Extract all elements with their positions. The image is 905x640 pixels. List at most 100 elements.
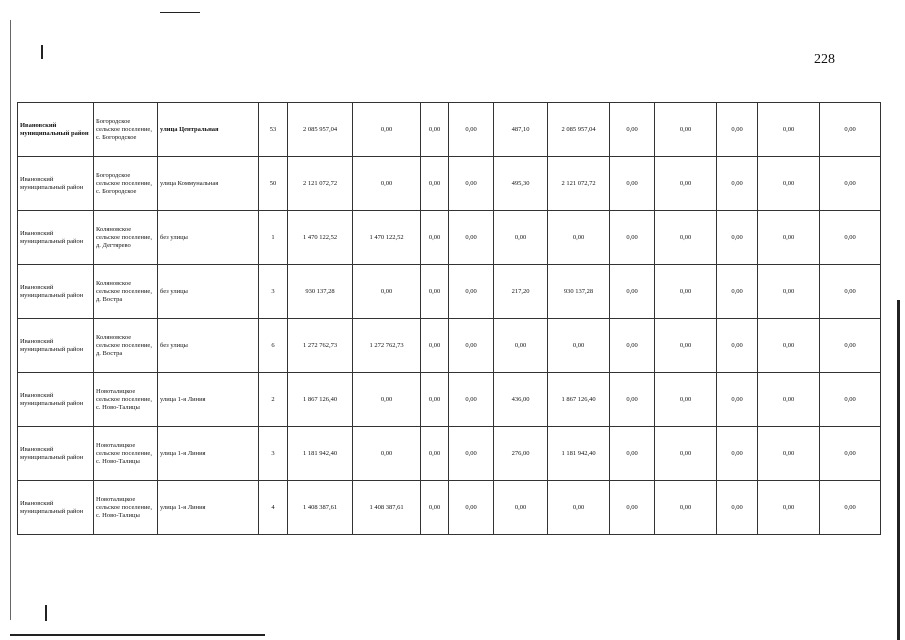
settlement-cell: Коляновское сельское поселение, д. Дегтя…: [93, 210, 158, 265]
value-cell: 1 181 942,40: [547, 426, 610, 481]
value-cell: 0,00: [819, 210, 881, 265]
value-cell: 1 408 387,61: [352, 480, 421, 535]
value-cell: 0,00: [420, 264, 449, 319]
settlement-cell: Новоталицкое сельское поселение, с. Ново…: [93, 480, 158, 535]
value-cell: 0,00: [352, 156, 421, 211]
area-cell: 276,00: [493, 426, 548, 481]
value-cell: 2 121 072,72: [547, 156, 610, 211]
house-number-cell: 2: [258, 372, 288, 427]
value-cell: 1 867 126,40: [547, 372, 610, 427]
street-cell: улица 1-я Линия: [157, 480, 259, 535]
area-cell: 487,10: [493, 102, 548, 157]
district-cell: Ивановский муниципальный район: [17, 102, 94, 157]
area-cell: 495,30: [493, 156, 548, 211]
district-cell: Ивановский муниципальный район: [17, 264, 94, 319]
value-cell: 0,00: [716, 210, 758, 265]
value-cell: 0,00: [654, 210, 717, 265]
value-cell: 0,00: [448, 102, 494, 157]
total-cost-cell: 930 137,28: [287, 264, 353, 319]
street-cell: без улицы: [157, 318, 259, 373]
house-number-cell: 4: [258, 480, 288, 535]
street-cell: улица 1-я Линия: [157, 426, 259, 481]
total-cost-cell: 1 470 122,52: [287, 210, 353, 265]
area-cell: 0,00: [493, 210, 548, 265]
street-cell: улица 1-я Линия: [157, 372, 259, 427]
table-row: Ивановский муниципальный район Новоталицк…: [17, 480, 881, 535]
value-cell: 0,00: [609, 156, 655, 211]
district-cell: Ивановский муниципальный район: [17, 318, 94, 373]
settlement-cell: Богородское сельское поселение, с. Богор…: [93, 156, 158, 211]
value-cell: 0,00: [448, 264, 494, 319]
value-cell: 0,00: [448, 426, 494, 481]
value-cell: 0,00: [819, 264, 881, 319]
value-cell: 0,00: [716, 318, 758, 373]
house-number-cell: 50: [258, 156, 288, 211]
value-cell: 0,00: [420, 426, 449, 481]
street-cell: улица Центральная: [157, 102, 259, 157]
value-cell: 0,00: [609, 372, 655, 427]
value-cell: 0,00: [352, 372, 421, 427]
value-cell: 0,00: [609, 102, 655, 157]
value-cell: 0,00: [716, 156, 758, 211]
value-cell: 930 137,28: [547, 264, 610, 319]
scan-edge-right: [897, 300, 900, 640]
value-cell: 0,00: [420, 480, 449, 535]
value-cell: 0,00: [819, 102, 881, 157]
value-cell: 0,00: [819, 426, 881, 481]
value-cell: 0,00: [757, 480, 820, 535]
district-cell: Ивановский муниципальный район: [17, 372, 94, 427]
area-cell: 436,00: [493, 372, 548, 427]
total-cost-cell: 2 121 072,72: [287, 156, 353, 211]
value-cell: 0,00: [716, 264, 758, 319]
scan-edge-bottom: [10, 634, 265, 636]
value-cell: 1 272 762,73: [352, 318, 421, 373]
value-cell: 0,00: [716, 372, 758, 427]
house-number-cell: 6: [258, 318, 288, 373]
value-cell: 0,00: [420, 156, 449, 211]
value-cell: 0,00: [757, 372, 820, 427]
district-cell: Ивановский муниципальный район: [17, 426, 94, 481]
value-cell: 2 085 957,04: [547, 102, 610, 157]
area-cell: 217,20: [493, 264, 548, 319]
value-cell: 0,00: [654, 102, 717, 157]
value-cell: 0,00: [547, 480, 610, 535]
table-row: Ивановский муниципальный район Богородско…: [17, 156, 881, 211]
scan-mark-left: [41, 45, 43, 59]
value-cell: 0,00: [448, 210, 494, 265]
value-cell: 0,00: [654, 426, 717, 481]
street-cell: без улицы: [157, 264, 259, 319]
value-cell: 0,00: [654, 264, 717, 319]
settlement-cell: Коляновское сельское поселение, д. Востр…: [93, 264, 158, 319]
table-row: Ивановский муниципальный район Новоталицк…: [17, 426, 881, 481]
value-cell: 1 470 122,52: [352, 210, 421, 265]
value-cell: 0,00: [420, 372, 449, 427]
value-cell: 0,00: [757, 426, 820, 481]
area-cell: 0,00: [493, 318, 548, 373]
value-cell: 0,00: [609, 426, 655, 481]
value-cell: 0,00: [819, 318, 881, 373]
settlement-cell: Коляновское сельское поселение, д. Востр…: [93, 318, 158, 373]
value-cell: 0,00: [716, 426, 758, 481]
value-cell: 0,00: [352, 426, 421, 481]
value-cell: 0,00: [757, 264, 820, 319]
total-cost-cell: 1 181 942,40: [287, 426, 353, 481]
scan-mark-top: [160, 12, 200, 13]
value-cell: 0,00: [757, 210, 820, 265]
total-cost-cell: 2 085 957,04: [287, 102, 353, 157]
house-number-cell: 3: [258, 426, 288, 481]
value-cell: 0,00: [352, 102, 421, 157]
value-cell: 0,00: [448, 318, 494, 373]
value-cell: 0,00: [448, 480, 494, 535]
value-cell: 0,00: [420, 318, 449, 373]
value-cell: 0,00: [757, 102, 820, 157]
value-cell: 0,00: [654, 318, 717, 373]
table-row: Ивановский муниципальный район Новоталицк…: [17, 372, 881, 427]
total-cost-cell: 1 408 387,61: [287, 480, 353, 535]
district-cell: Ивановский муниципальный район: [17, 156, 94, 211]
street-cell: улица Коммунальная: [157, 156, 259, 211]
value-cell: 0,00: [716, 102, 758, 157]
value-cell: 0,00: [757, 156, 820, 211]
table-row: Ивановский муниципальный район Коляновско…: [17, 318, 881, 373]
total-cost-cell: 1 272 762,73: [287, 318, 353, 373]
scan-edge-left: [10, 20, 11, 620]
